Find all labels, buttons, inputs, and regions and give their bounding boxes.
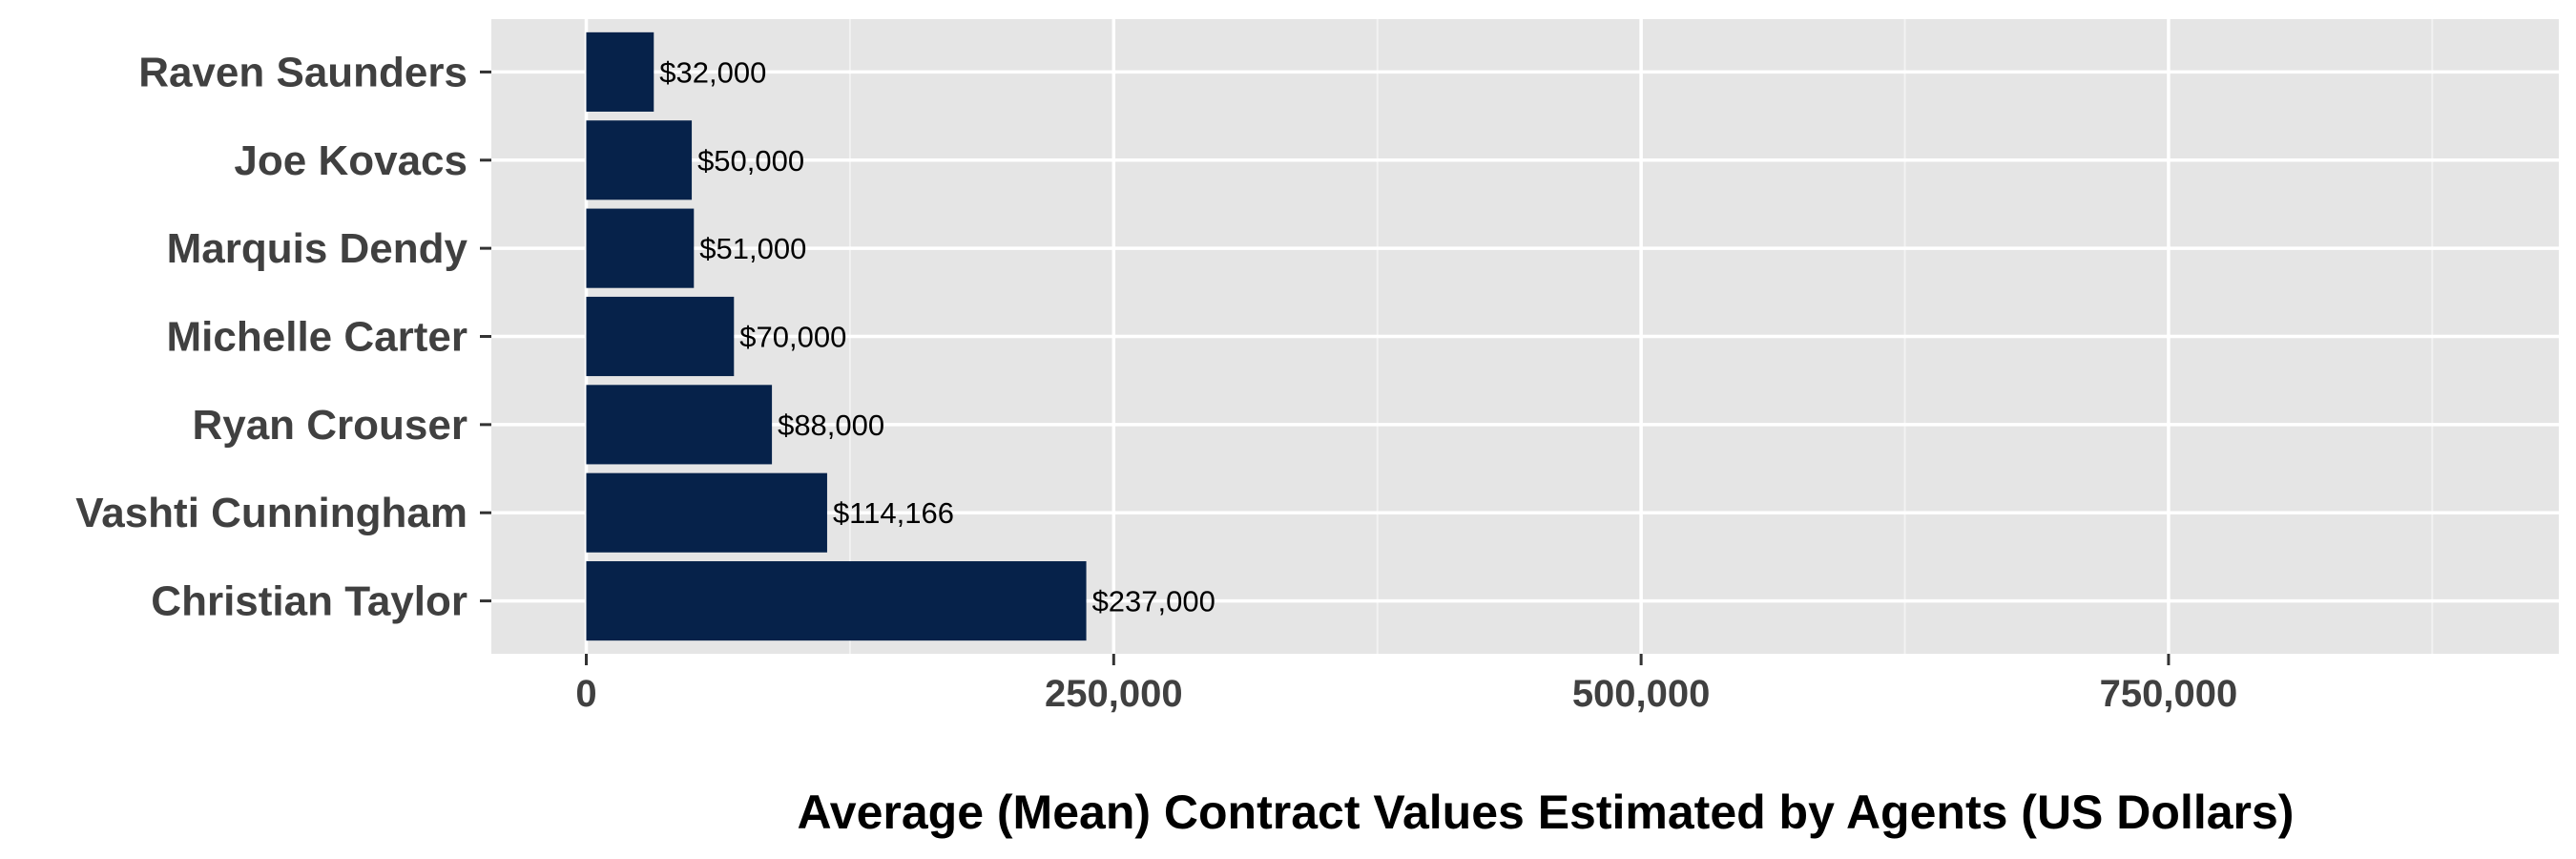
x-axis-tick-label: 500,000	[1572, 673, 1711, 715]
y-axis-tick-label: Christian Taylor	[151, 578, 467, 625]
bar-value-label: $50,000	[697, 144, 804, 178]
y-axis-tick-labels: Christian Taylor Vashti Cunningham Ryan Cr…	[75, 49, 467, 624]
x-axis-tick-label: 0	[575, 673, 596, 715]
bar-value-label: $88,000	[778, 409, 884, 442]
y-axis-tick-label: Raven Saunders	[138, 49, 467, 95]
bar-value-label: $32,000	[659, 55, 766, 89]
bar	[586, 31, 654, 112]
bar	[586, 385, 773, 465]
y-axis-tick-label: Ryan Crouser	[192, 402, 467, 449]
y-axis-tick-label: Marquis Dendy	[167, 225, 468, 272]
bar	[586, 120, 693, 200]
x-axis-tick-label: 750,000	[2100, 673, 2238, 715]
data-labels: $237,000 $114,166 $88,000 $70,000 $51,000 $50…	[659, 55, 1215, 618]
bar-value-label: $51,000	[699, 232, 806, 265]
bar-value-label: $70,000	[739, 321, 846, 354]
bar-value-label: $114,166	[833, 496, 954, 530]
bar	[586, 561, 1087, 641]
x-axis-tick-label: 250,000	[1045, 673, 1183, 715]
y-axis-tick-label: Joe Kovacs	[234, 137, 467, 184]
x-axis-title: Average (Mean) Contract Values Estimated…	[798, 786, 2295, 839]
bar	[586, 208, 695, 288]
axis-ticks	[480, 70, 2171, 665]
bar	[586, 472, 827, 553]
y-axis-tick-label: Vashti Cunningham	[75, 490, 467, 536]
bar-value-label: $237,000	[1092, 585, 1215, 618]
bar	[586, 296, 735, 377]
x-axis-tick-labels: 0 250,000 500,000 750,000	[575, 673, 2237, 715]
bars	[586, 31, 1087, 641]
y-axis-tick-label: Michelle Carter	[167, 314, 467, 361]
